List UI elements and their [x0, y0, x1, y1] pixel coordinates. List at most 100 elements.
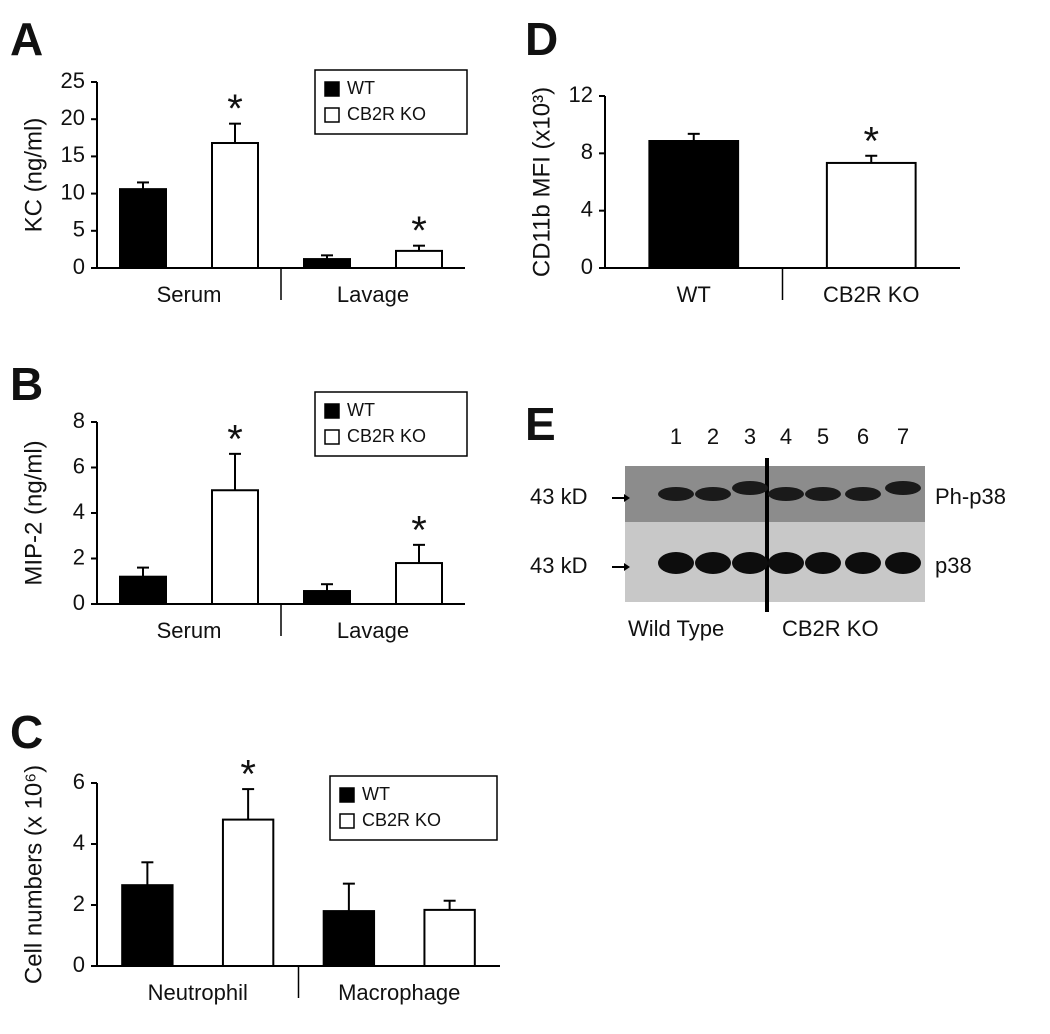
- y-axis-title: MIP-2 (ng/ml): [20, 440, 47, 585]
- blot-image: [625, 458, 925, 612]
- bar: [211, 142, 259, 269]
- blot-band: [732, 481, 768, 495]
- blot-band: [885, 481, 921, 495]
- legend-swatch: [339, 787, 355, 803]
- blot-band: [805, 487, 841, 501]
- x-tick-label: Lavage: [337, 618, 409, 643]
- y-axis-title: KC (ng/ml): [20, 118, 47, 233]
- x-tick-label: Neutrophil: [148, 980, 248, 1005]
- y-tick-label: 0: [73, 254, 85, 279]
- y-tick-label: 6: [73, 453, 85, 478]
- marker-arrowhead: [624, 494, 630, 502]
- bar: [121, 884, 174, 967]
- group-label: CB2R KO: [782, 616, 879, 641]
- blot-band: [658, 487, 694, 501]
- y-tick-label: 4: [581, 196, 593, 221]
- lane-label: 7: [897, 424, 909, 449]
- y-axis-title: CD11b MFI (x10³): [528, 87, 555, 277]
- bar: [221, 818, 275, 967]
- lane-label: 2: [707, 424, 719, 449]
- bar: [395, 249, 443, 269]
- panel-label: E: [525, 398, 556, 450]
- y-tick-label: 2: [73, 544, 85, 569]
- blot-band: [845, 552, 881, 574]
- y-tick-label: 20: [61, 105, 85, 130]
- blot-band: [845, 487, 881, 501]
- bar: [303, 258, 351, 269]
- y-tick-label: 12: [569, 82, 593, 107]
- blot-band: [805, 552, 841, 574]
- marker-label: 43 kD: [530, 553, 587, 578]
- legend-label: WT: [347, 78, 375, 98]
- blot-band: [768, 487, 804, 501]
- panel-label: D: [525, 13, 558, 65]
- significance-star: *: [227, 87, 243, 131]
- legend-swatch: [324, 81, 340, 97]
- legend-swatch: [324, 107, 340, 123]
- bar: [423, 908, 476, 968]
- legend-label: CB2R KO: [362, 810, 441, 830]
- x-tick-label: WT: [677, 282, 711, 307]
- bar: [322, 910, 376, 967]
- blot-band: [695, 552, 731, 574]
- y-tick-label: 25: [61, 68, 85, 93]
- lane-label: 5: [817, 424, 829, 449]
- legend-box: [329, 775, 498, 841]
- panel-label: B: [10, 358, 43, 410]
- y-tick-label: 0: [581, 254, 593, 279]
- significance-star: *: [863, 119, 879, 163]
- x-tick-label: Macrophage: [338, 980, 460, 1005]
- legend-label: WT: [362, 784, 390, 804]
- lane-label: 3: [744, 424, 756, 449]
- bar: [119, 188, 167, 269]
- x-tick-label: Serum: [157, 618, 222, 643]
- legend-box: [314, 69, 468, 135]
- y-tick-label: 8: [581, 139, 593, 164]
- y-tick-label: 2: [73, 891, 85, 916]
- legend-label: CB2R KO: [347, 426, 426, 446]
- y-tick-label: 4: [73, 499, 85, 524]
- bar: [303, 590, 351, 605]
- row-label: Ph-p38: [935, 484, 1006, 509]
- lane-label: 1: [670, 424, 682, 449]
- y-tick-label: 10: [61, 179, 85, 204]
- significance-star: *: [411, 209, 427, 253]
- y-tick-label: 0: [73, 952, 85, 977]
- y-tick-label: 15: [61, 142, 85, 167]
- significance-star: *: [227, 417, 243, 461]
- blot-band: [885, 552, 921, 574]
- lane-label: 4: [780, 424, 792, 449]
- legend-swatch: [324, 403, 340, 419]
- significance-star: *: [240, 753, 256, 797]
- row-label: p38: [935, 553, 972, 578]
- legend-box: [314, 391, 468, 457]
- x-tick-label: Lavage: [337, 282, 409, 307]
- bar: [211, 489, 259, 605]
- marker-arrowhead: [624, 563, 630, 571]
- bar: [825, 161, 917, 269]
- y-tick-label: 4: [73, 830, 85, 855]
- bar: [648, 140, 740, 269]
- legend-label: WT: [347, 400, 375, 420]
- blot-band: [768, 552, 804, 574]
- blot-band: [732, 552, 768, 574]
- y-tick-label: 6: [73, 769, 85, 794]
- legend-label: CB2R KO: [347, 104, 426, 124]
- panel-label: C: [10, 706, 43, 758]
- marker-label: 43 kD: [530, 484, 587, 509]
- y-tick-label: 5: [73, 217, 85, 242]
- bar: [119, 575, 167, 606]
- blot-band: [658, 552, 694, 574]
- x-tick-label: CB2R KO: [823, 282, 920, 307]
- y-tick-label: 0: [73, 590, 85, 615]
- blot-band: [695, 487, 731, 501]
- panel-label: A: [10, 13, 43, 65]
- legend-swatch: [339, 813, 355, 829]
- significance-star: *: [411, 508, 427, 552]
- x-tick-label: Serum: [157, 282, 222, 307]
- bar: [395, 562, 443, 605]
- lane-label: 6: [857, 424, 869, 449]
- y-tick-label: 8: [73, 408, 85, 433]
- group-label: Wild Type: [628, 616, 724, 641]
